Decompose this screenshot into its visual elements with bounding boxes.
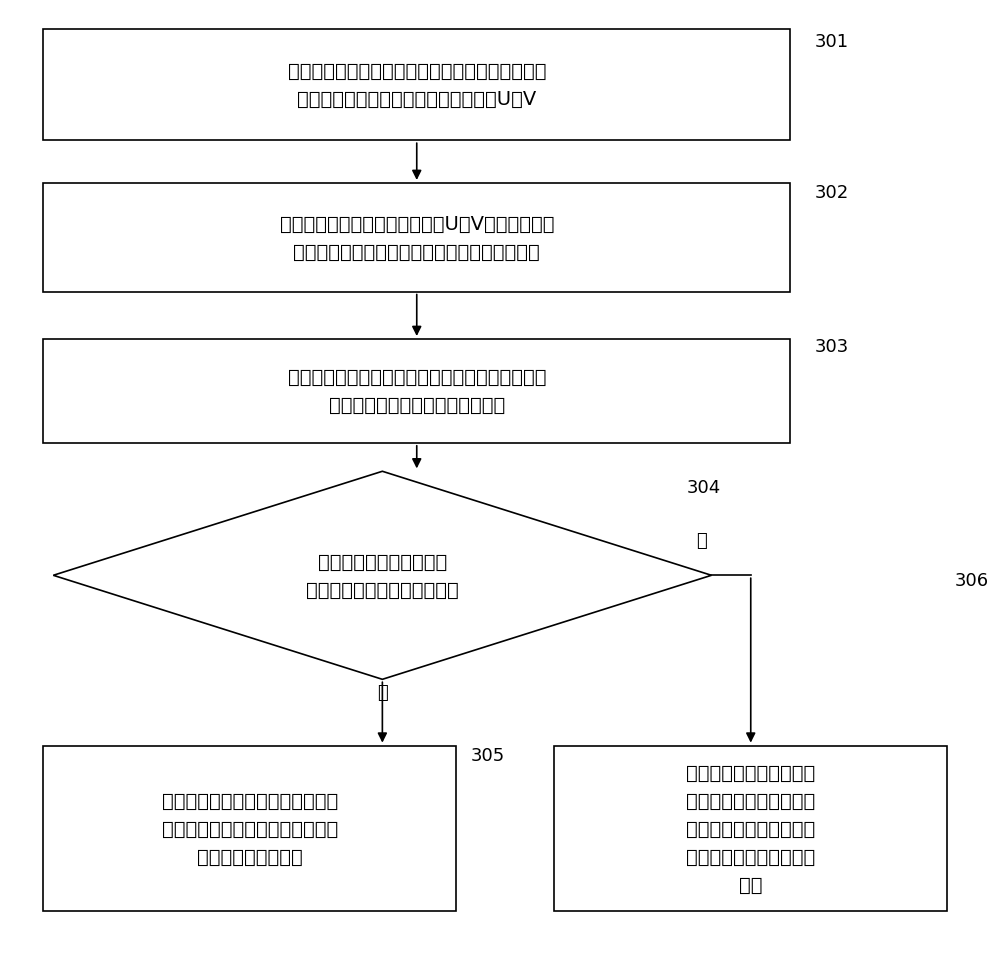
Text: 是: 是 [377,683,388,700]
Text: 305: 305 [471,746,505,764]
Bar [43,746,456,911]
Text: 304: 304 [687,478,721,497]
Text: 采用二维变换矩阵对所述残差数据进行变换处理，
得到所述残差数据的第二变换系数: 采用二维变换矩阵对所述残差数据进行变换处理， 得到所述残差数据的第二变换系数 [288,368,546,415]
Bar [554,746,947,911]
Bar [43,184,790,293]
Text: 否: 否 [696,532,707,550]
Bar [43,339,790,443]
Text: 利用所述预测块的特征向量矩阵U和V对残差数据进
行变换处理，得到所述残差数据的第一变换系数: 利用所述预测块的特征向量矩阵U和V对残差数据进 行变换处理，得到所述残差数据的第… [280,214,554,261]
Text: 当第一变换系数的性能高于第二变
换系数的性能时，将第一变换标识
和第一变换系数编码: 当第一变换系数的性能高于第二变 换系数的性能时，将第一变换标识 和第一变换系数编… [162,791,338,866]
Text: 303: 303 [815,338,849,356]
Text: 302: 302 [815,184,849,202]
Text: 编码端对待编码图像块对应的预测块进行奇异向量
分解，获得所述预测块的特征向量矩阵U和V: 编码端对待编码图像块对应的预测块进行奇异向量 分解，获得所述预测块的特征向量矩阵… [288,62,546,109]
Bar [43,30,790,141]
Text: 306: 306 [955,572,989,589]
Text: 301: 301 [815,33,849,51]
Text: 判断第一变换系数的性能
是否高于第二变换系数的性能: 判断第一变换系数的性能 是否高于第二变换系数的性能 [306,552,459,599]
Polygon shape [53,472,711,679]
Text: 当所述第一变换系数的性
能低于所述第二变换系数
的性能时，将第二变换标
识和所述的第二变换系数
编码: 当所述第一变换系数的性 能低于所述第二变换系数 的性能时，将第二变换标 识和所述… [686,763,815,894]
